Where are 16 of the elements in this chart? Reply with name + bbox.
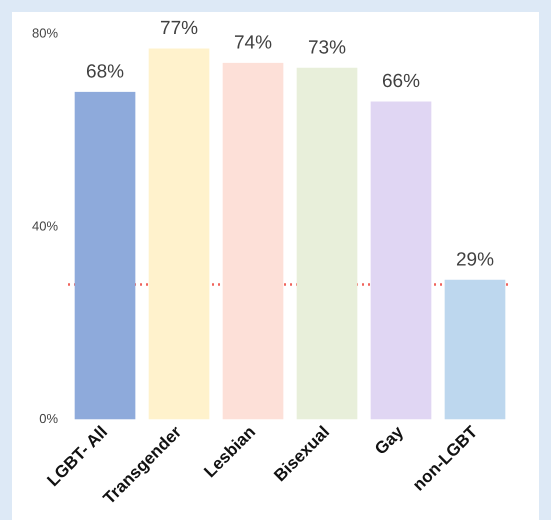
bar: [370, 101, 432, 420]
bar: [74, 92, 136, 420]
bar: [222, 62, 284, 420]
data-label: 74%: [234, 32, 272, 54]
y-tick-label: 0%: [39, 411, 58, 426]
bar: [148, 48, 210, 420]
y-tick-label: 80%: [32, 26, 58, 41]
data-label: 73%: [308, 37, 346, 58]
data-label: 29%: [456, 249, 494, 270]
data-label: 77%: [160, 18, 198, 40]
bar: [296, 68, 358, 420]
x-tick-label: Gay: [370, 422, 408, 459]
bar: [444, 280, 506, 420]
data-label: 66%: [382, 71, 420, 92]
y-tick-label: 40%: [32, 218, 58, 234]
data-label: 68%: [86, 62, 124, 83]
